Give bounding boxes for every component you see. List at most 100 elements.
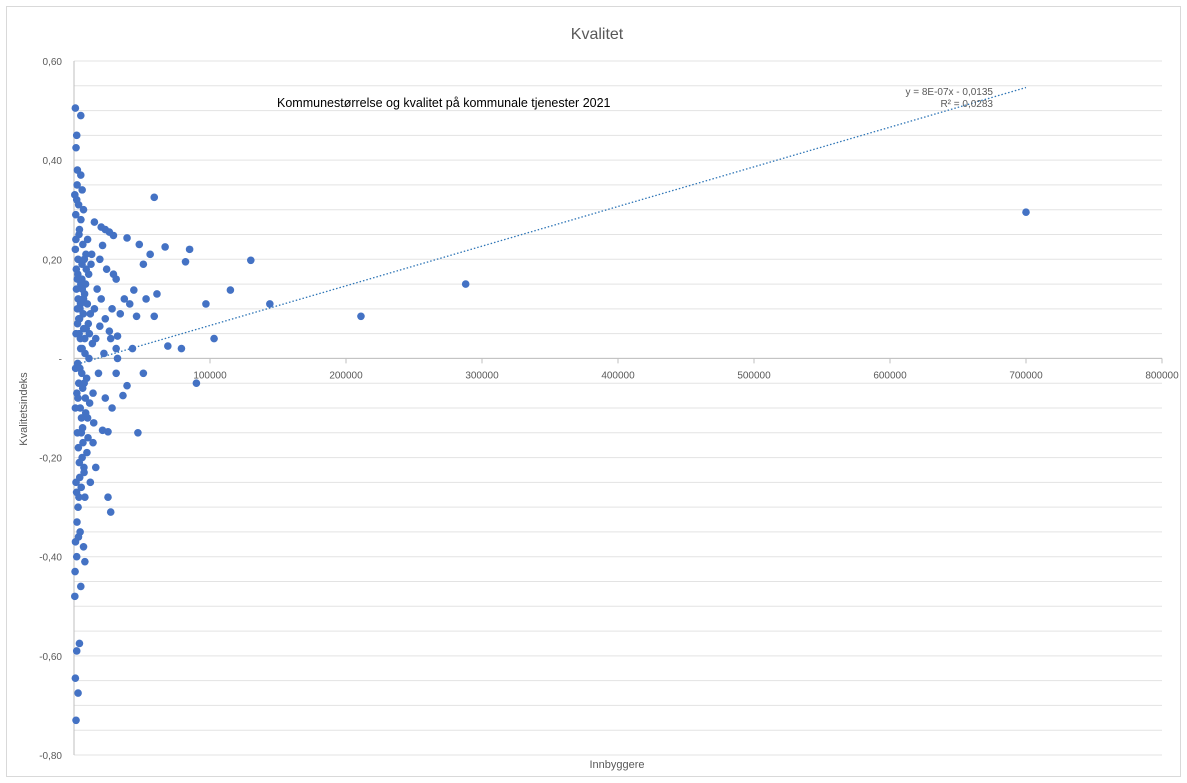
data-point xyxy=(123,381,131,390)
chart-title: Kvalitet xyxy=(571,26,624,43)
data-point xyxy=(83,235,92,244)
y-tick-label: 0,20 xyxy=(43,255,63,266)
data-point xyxy=(113,332,122,340)
data-point xyxy=(89,389,97,397)
x-tick-label: 100000 xyxy=(193,370,227,381)
data-point xyxy=(98,241,107,250)
data-point xyxy=(150,312,159,321)
data-point xyxy=(98,426,107,435)
data-point xyxy=(94,369,103,378)
data-point xyxy=(75,639,84,648)
data-point xyxy=(106,334,115,343)
data-point xyxy=(105,327,114,335)
data-point xyxy=(150,193,159,202)
data-point xyxy=(93,285,101,293)
data-point xyxy=(72,131,81,140)
data-point xyxy=(71,592,79,601)
data-point xyxy=(461,280,470,288)
data-point xyxy=(72,235,80,244)
data-point xyxy=(71,674,80,682)
data-point xyxy=(108,404,116,412)
data-point xyxy=(202,300,210,308)
data-point xyxy=(134,428,142,437)
data-point xyxy=(104,493,112,502)
data-point xyxy=(84,270,93,278)
data-point xyxy=(142,295,150,303)
data-point xyxy=(85,329,94,338)
data-point xyxy=(87,260,95,269)
data-point xyxy=(78,285,87,293)
data-point xyxy=(77,111,85,120)
data-point xyxy=(71,538,80,546)
data-point xyxy=(72,285,81,293)
trendline-equation: y = 8E-07x - 0,0135 xyxy=(905,87,993,98)
trendline-r-squared: R² = 0,0283 xyxy=(940,99,993,110)
data-point xyxy=(84,319,93,328)
y-tick-label: -0,40 xyxy=(39,553,62,564)
data-point xyxy=(74,200,83,209)
data-point xyxy=(90,218,99,226)
y-tick-label: -0,80 xyxy=(39,751,62,762)
x-axis-title: Innbyggere xyxy=(589,759,644,771)
data-point xyxy=(102,265,111,274)
data-point xyxy=(81,394,90,402)
data-point xyxy=(108,305,116,313)
data-point xyxy=(71,245,80,254)
data-point xyxy=(71,104,80,112)
trendline-group xyxy=(73,86,1027,366)
data-point xyxy=(79,324,88,333)
y-tick-label: -0,60 xyxy=(39,652,62,663)
data-point xyxy=(74,689,82,697)
data-point xyxy=(106,508,115,516)
data-point xyxy=(71,191,79,199)
data-point xyxy=(132,312,141,321)
data-point xyxy=(130,286,138,294)
data-point xyxy=(78,186,86,194)
data-point xyxy=(86,310,95,318)
data-point xyxy=(75,473,84,482)
data-point xyxy=(72,716,80,725)
data-point xyxy=(77,414,86,422)
data-point xyxy=(74,503,82,511)
chart-container: 0,60 0,40 0,20 - -0,20 -0,40 -0,60 -0,80 100000 2… xyxy=(6,6,1181,777)
data-point xyxy=(83,448,91,457)
data-point xyxy=(81,409,90,417)
data-point xyxy=(91,463,100,472)
data-point xyxy=(96,255,104,264)
data-point xyxy=(109,270,118,278)
y-tick-label: -0,20 xyxy=(39,454,62,465)
x-tick-label: 200000 xyxy=(329,370,363,381)
data-point xyxy=(139,369,148,378)
data-point xyxy=(75,458,84,467)
data-point xyxy=(81,493,89,502)
data-point xyxy=(247,256,255,265)
data-point xyxy=(73,181,81,189)
data-point xyxy=(78,260,86,269)
data-point xyxy=(128,344,137,353)
x-tick-label: 400000 xyxy=(601,370,635,381)
data-point xyxy=(77,369,86,378)
data-point xyxy=(76,344,85,353)
data-point xyxy=(177,344,186,353)
data-point xyxy=(81,557,89,566)
data-point xyxy=(72,647,81,655)
data-point xyxy=(74,394,82,402)
data-point xyxy=(79,295,88,303)
data-point xyxy=(72,552,81,561)
x-tick-label: 700000 xyxy=(1009,370,1043,381)
data-point xyxy=(123,234,131,242)
data-point xyxy=(73,275,82,283)
data-point xyxy=(161,243,169,251)
data-point xyxy=(77,215,85,224)
data-point xyxy=(77,582,85,591)
data-point xyxy=(87,250,96,259)
data-point xyxy=(116,310,125,318)
data-point xyxy=(82,374,91,383)
data-point xyxy=(101,394,110,402)
data-point xyxy=(80,334,89,343)
data-point xyxy=(96,322,104,331)
data-point xyxy=(84,433,92,442)
data-point xyxy=(78,384,87,392)
data-point xyxy=(164,342,172,350)
x-tick-label: 800000 xyxy=(1145,370,1179,381)
